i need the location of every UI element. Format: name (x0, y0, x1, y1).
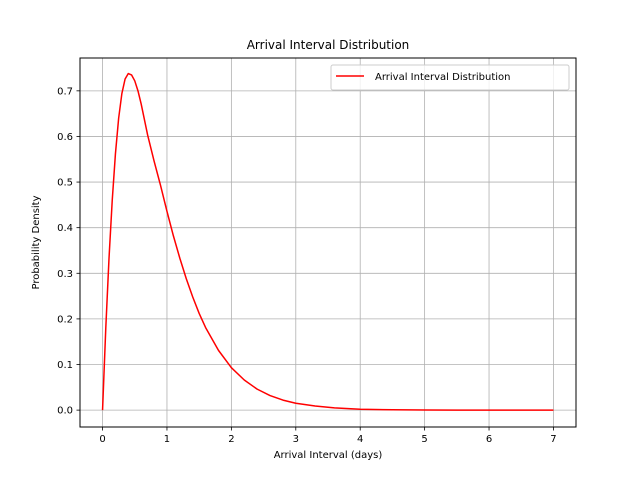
legend-box (330, 64, 570, 91)
x-tick-label: 1 (164, 434, 170, 445)
y-tick-label: 0.6 (57, 132, 73, 143)
y-axis-label: Probability Density (31, 195, 42, 289)
y-tick-label: 0.1 (57, 360, 73, 371)
y-tick-label: 0.2 (57, 314, 73, 325)
legend: Arrival Interval Distribution (330, 64, 570, 91)
x-tick-label: 2 (228, 434, 234, 445)
y-tick-label: 0.7 (57, 86, 73, 97)
x-tick-label: 4 (357, 434, 363, 445)
chart-title: Arrival Interval Distribution (247, 38, 410, 52)
y-tick-label: 0.3 (57, 269, 73, 280)
plot-frame (79, 57, 577, 428)
ticks: 0 1 2 3 4 5 6 7 0.0 0.1 0.2 0.3 0.4 0.5 0.6 0.7 (57, 86, 557, 445)
x-tick-label: 6 (486, 434, 492, 445)
series-line (101, 72, 554, 411)
x-tick-label: 7 (550, 434, 556, 445)
x-tick-label: 3 (293, 434, 299, 445)
x-axis-label: Arrival Interval (days) (274, 450, 383, 461)
grid (80, 58, 576, 427)
y-tick-label: 0.5 (57, 178, 73, 189)
y-tick-label: 0.0 (57, 406, 73, 417)
legend-label: Arrival Interval Distribution (375, 72, 510, 83)
y-tick-label: 0.4 (57, 223, 73, 234)
series-layer (101, 72, 554, 411)
x-tick-label: 5 (421, 434, 427, 445)
x-tick-label: 0 (99, 434, 105, 445)
